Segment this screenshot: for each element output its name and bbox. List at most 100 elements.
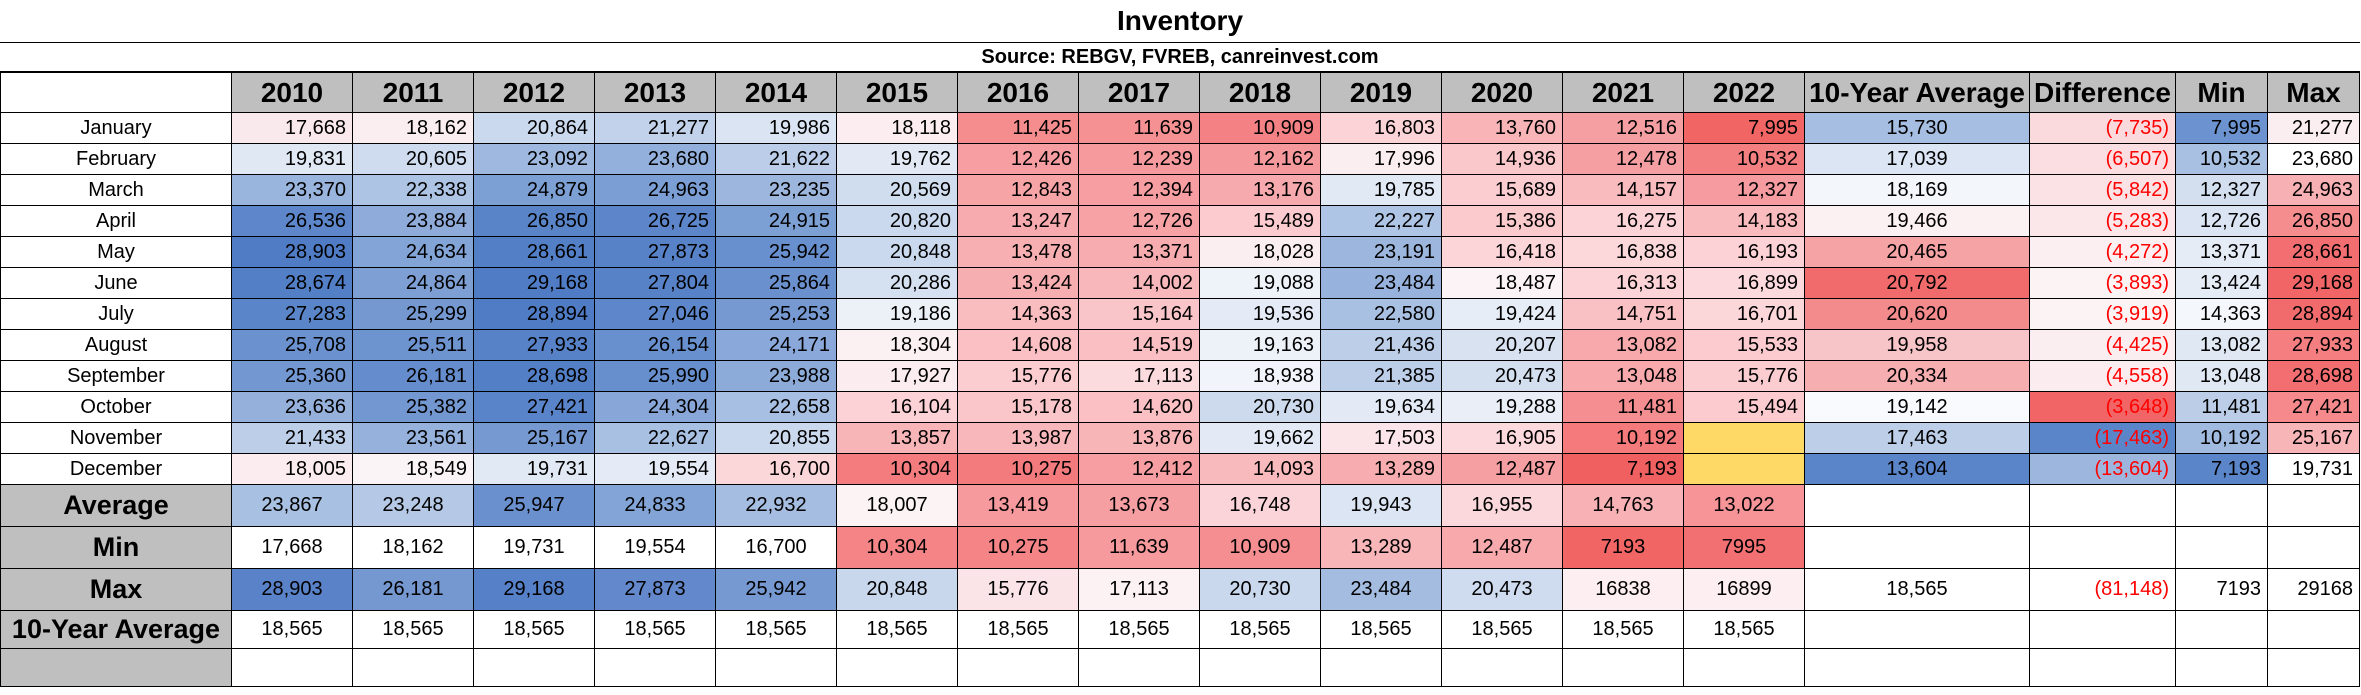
inventory-cell: 27,804	[594, 267, 716, 299]
inventory-cell: 18,005	[231, 453, 353, 485]
inventory-cell: 25,253	[715, 298, 837, 330]
inventory-cell: 16,418	[1441, 236, 1563, 268]
inventory-cell: 12,412	[1078, 453, 1200, 485]
min-cell: 12,327	[2175, 174, 2268, 206]
month-label: October	[0, 391, 232, 423]
inventory-cell: 27,283	[231, 298, 353, 330]
inventory-cell: 11,639	[1078, 112, 1200, 144]
ten-year-average-cell: 20,465	[1804, 236, 2030, 268]
summary-cell: 26,181	[352, 568, 474, 611]
inventory-cell: 12,394	[1078, 174, 1200, 206]
inventory-table: 2010 2011 2012 2013 2014 2015 2016 2017 2018 2019…	[0, 72, 2360, 687]
inventory-cell: 29,168	[473, 267, 595, 299]
summary-cell: 18,162	[352, 526, 474, 569]
min-cell	[2175, 526, 2268, 569]
inventory-cell: 10,532	[1683, 143, 1805, 175]
inventory-cell: 15,489	[1199, 205, 1321, 237]
inventory-cell: 13,876	[1078, 422, 1200, 454]
inventory-cell: 23,092	[473, 143, 595, 175]
summary-cell: 18,565	[1562, 610, 1684, 649]
inventory-cell: 14,620	[1078, 391, 1200, 423]
summary-row	[0, 648, 2360, 687]
month-label: February	[0, 143, 232, 175]
inventory-cell: 26,154	[594, 329, 716, 361]
inventory-cell: 15,164	[1078, 298, 1200, 330]
inventory-cell: 15,533	[1683, 329, 1805, 361]
summary-cell: 13,022	[1683, 484, 1805, 527]
inventory-cell: 13,478	[957, 236, 1079, 268]
summary-cell: 13,419	[957, 484, 1079, 527]
min-cell: 10,192	[2175, 422, 2268, 454]
inventory-cell: 24,879	[473, 174, 595, 206]
inventory-cell: 24,304	[594, 391, 716, 423]
inventory-cell: 15,776	[957, 360, 1079, 392]
summary-row: Min 17,668 18,162 19,731 19,554 16,700 10,304 1…	[0, 526, 2360, 569]
inventory-cell: 17,503	[1320, 422, 1442, 454]
month-row: May 28,903 24,634 28,661 27,873 25,942 20,848 1…	[0, 236, 2360, 268]
summary-cell	[352, 648, 474, 687]
max-cell: 28,661	[2267, 236, 2360, 268]
stat-header: 10-Year Average	[1804, 72, 2030, 113]
inventory-cell: 13,371	[1078, 236, 1200, 268]
summary-cell: 12,487	[1441, 526, 1563, 569]
inventory-cell: 19,785	[1320, 174, 1442, 206]
min-cell: 7,995	[2175, 112, 2268, 144]
summary-cell: 25,947	[473, 484, 595, 527]
summary-cell: 18,565	[1683, 610, 1805, 649]
summary-cell	[473, 648, 595, 687]
inventory-cell: 23,636	[231, 391, 353, 423]
min-cell: 7,193	[2175, 453, 2268, 485]
inventory-cell: 14,363	[957, 298, 1079, 330]
month-row: August 25,708 25,511 27,933 26,154 24,171 18,3…	[0, 329, 2360, 361]
year-header: 2010	[231, 72, 353, 113]
inventory-cell: 11,425	[957, 112, 1079, 144]
summary-cell: 18,007	[836, 484, 958, 527]
inventory-cell: 16,700	[715, 453, 837, 485]
inventory-cell: 14,519	[1078, 329, 1200, 361]
summary-cell	[231, 648, 353, 687]
inventory-cell: 27,933	[473, 329, 595, 361]
summary-label: Min	[0, 526, 232, 569]
ten-year-average-cell	[1804, 526, 2030, 569]
summary-cell: 18,565	[1199, 610, 1321, 649]
inventory-cell: 13,857	[836, 422, 958, 454]
inventory-cell: 18,938	[1199, 360, 1321, 392]
inventory-cell: 13,289	[1320, 453, 1442, 485]
inventory-cell: 20,730	[1199, 391, 1321, 423]
inventory-cell: 14,751	[1562, 298, 1684, 330]
inventory-cell: 21,436	[1320, 329, 1442, 361]
summary-cell: 16838	[1562, 568, 1684, 611]
inventory-cell: 18,549	[352, 453, 474, 485]
inventory-cell: 25,864	[715, 267, 837, 299]
inventory-cell: 12,516	[1562, 112, 1684, 144]
inventory-cell: 28,903	[231, 236, 353, 268]
inventory-cell: 19,762	[836, 143, 958, 175]
inventory-cell: 26,725	[594, 205, 716, 237]
summary-cell: 18,565	[1320, 610, 1442, 649]
inventory-cell: 19,186	[836, 298, 958, 330]
inventory-cell: 28,661	[473, 236, 595, 268]
year-header: 2014	[715, 72, 837, 113]
summary-cell: 23,484	[1320, 568, 1442, 611]
inventory-cell: 18,028	[1199, 236, 1321, 268]
ten-year-average-cell: 18,565	[1804, 568, 2030, 611]
inventory-cell: 7,995	[1683, 112, 1805, 144]
difference-cell	[2029, 610, 2176, 649]
inventory-cell: 18,118	[836, 112, 958, 144]
ten-year-average-cell: 20,620	[1804, 298, 2030, 330]
max-cell	[2267, 526, 2360, 569]
inventory-cell: 27,421	[473, 391, 595, 423]
year-header: 2015	[836, 72, 958, 113]
inventory-cell: 17,927	[836, 360, 958, 392]
year-header: 2017	[1078, 72, 1200, 113]
inventory-cell	[1683, 422, 1805, 454]
summary-cell: 23,248	[352, 484, 474, 527]
ten-year-average-cell: 17,039	[1804, 143, 2030, 175]
summary-cell: 16,748	[1199, 484, 1321, 527]
summary-cell: 16,955	[1441, 484, 1563, 527]
ten-year-average-cell	[1804, 610, 2030, 649]
inventory-cell: 18,304	[836, 329, 958, 361]
inventory-cell: 16,905	[1441, 422, 1563, 454]
summary-cell: 16899	[1683, 568, 1805, 611]
max-cell: 21,277	[2267, 112, 2360, 144]
